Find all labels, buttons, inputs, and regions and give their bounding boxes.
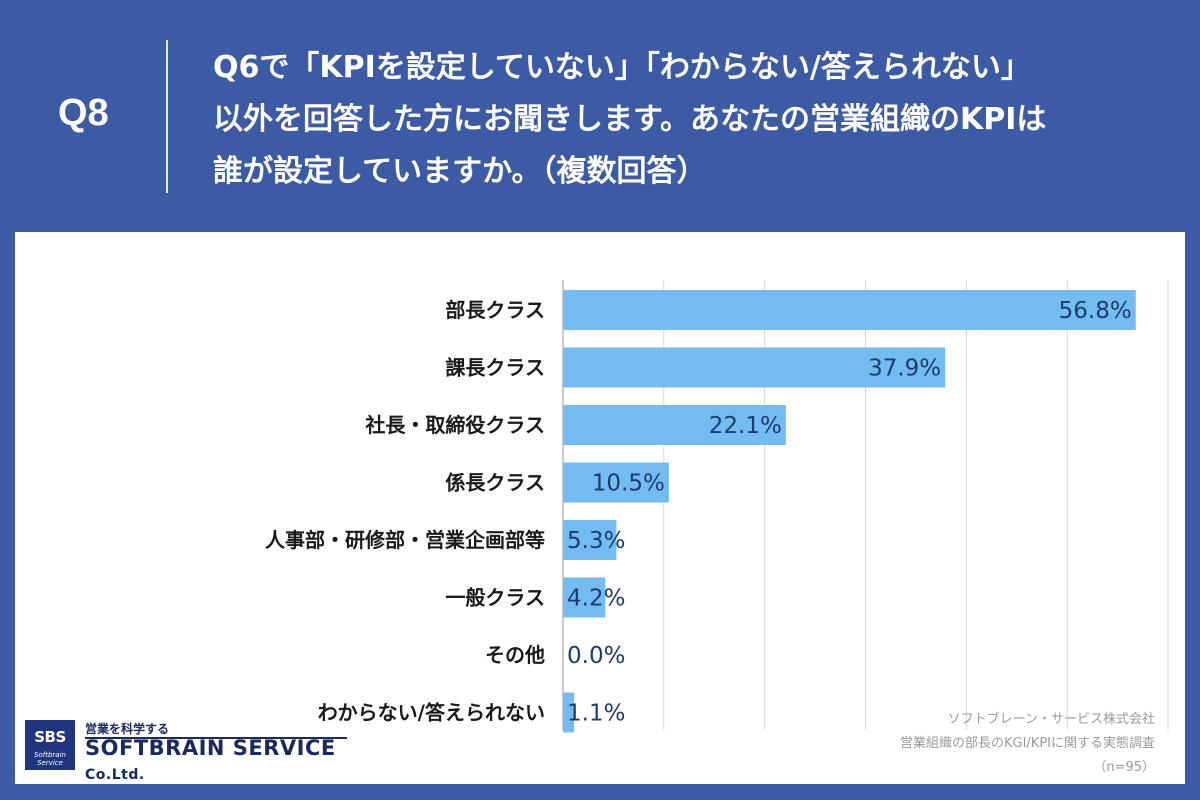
category-label: 人事部・研修部・営業企画部等 bbox=[265, 528, 545, 552]
category-label: 課長クラス bbox=[445, 356, 545, 380]
credit-company: ソフトブレーン・サービス株式会社 bbox=[947, 712, 1155, 727]
value-label: 10.5% bbox=[592, 471, 665, 497]
category-label: わからない/答えられない bbox=[318, 701, 545, 725]
logo-name-main: SOFTBRAIN SERVICE bbox=[85, 736, 336, 760]
value-label: 5.3% bbox=[567, 528, 625, 554]
value-label: 56.8% bbox=[1059, 298, 1132, 324]
value-label: 1.1% bbox=[567, 701, 625, 727]
category-label: その他 bbox=[485, 643, 545, 667]
question-number: Q8 bbox=[58, 92, 109, 134]
bar bbox=[563, 692, 575, 733]
question-line-2: 以外を回答した方にお聞きします。あなたの営業組織のKPIは bbox=[213, 102, 1047, 137]
logo-name: SOFTBRAIN SERVICE Co.Ltd. bbox=[85, 736, 345, 784]
bar bbox=[563, 290, 1136, 330]
question-line-1: Q6で「KPIを設定していない」「わからない/答えられない」 bbox=[213, 50, 1031, 85]
header-divider bbox=[166, 40, 168, 193]
value-label: 4.2% bbox=[567, 586, 625, 612]
logo-rule bbox=[85, 737, 347, 739]
category-label: 社長・取締役クラス bbox=[364, 413, 545, 437]
question-line-3: 誰が設定していますか。（複数回答） bbox=[213, 154, 707, 189]
logo-tagline: 営業を科学する bbox=[85, 722, 170, 736]
question-text: Q6で「KPIを設定していない」「わからない/答えられない」 以外を回答した方に… bbox=[213, 42, 1173, 198]
source-credit: ソフトブレーン・サービス株式会社 営業組織の部長のKGI/KPIに関する実態調査… bbox=[900, 708, 1155, 780]
credit-sample: （n=95） bbox=[1093, 760, 1155, 775]
value-label: 37.9% bbox=[868, 356, 941, 382]
chart-panel: 部長クラス 56.8% 課長クラス 37.9% 社長・取締役クラス 22.1% 係長クラス 1… bbox=[15, 232, 1185, 784]
logo-abbr: SBS bbox=[34, 728, 66, 746]
bar bbox=[563, 520, 617, 560]
category-label: 一般クラス bbox=[445, 586, 545, 610]
bar bbox=[563, 462, 669, 503]
bar bbox=[563, 405, 786, 445]
category-label: 部長クラス bbox=[445, 298, 545, 322]
value-label: 0.0% bbox=[567, 643, 625, 669]
company-logo: SBS Softbrain Service 営業を科学する SOFTBRAIN … bbox=[25, 720, 347, 783]
value-label: 22.1% bbox=[709, 413, 782, 439]
category-label: 係長クラス bbox=[445, 471, 545, 495]
bar bbox=[563, 577, 606, 618]
logo-suffix: Co.Ltd. bbox=[85, 767, 145, 783]
credit-survey: 営業組織の部長のKGI/KPIに関する実態調査 bbox=[899, 736, 1155, 751]
logo-small-text: Softbrain Service bbox=[34, 751, 66, 767]
bar bbox=[563, 347, 946, 388]
logo-mark: SBS Softbrain Service bbox=[25, 720, 75, 770]
bar-chart: 部長クラス 56.8% 課長クラス 37.9% 社長・取締役クラス 22.1% 係長クラス 1… bbox=[265, 280, 1169, 733]
